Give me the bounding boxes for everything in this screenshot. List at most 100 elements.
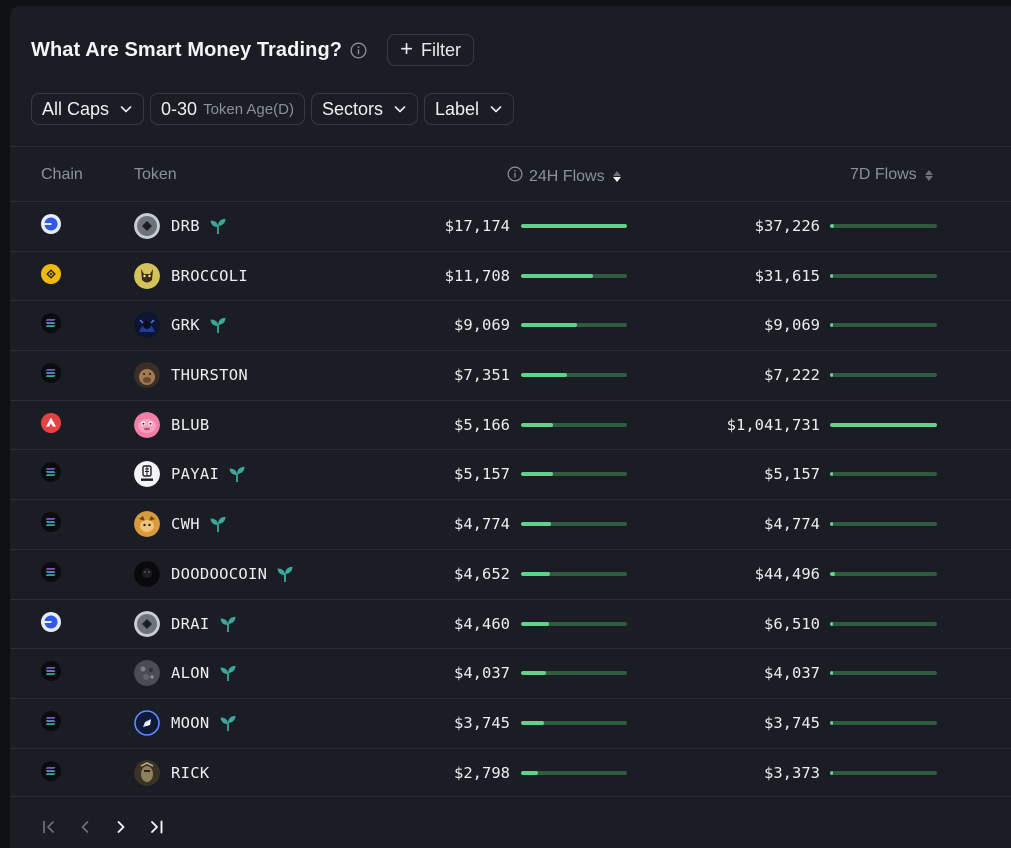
token-cell[interactable]: DRAI xyxy=(134,610,237,637)
token-age-label: Token Age(D) xyxy=(203,100,294,118)
sectors-dropdown[interactable]: Sectors xyxy=(310,93,418,125)
flow-24h-bar xyxy=(521,373,627,378)
filter-button[interactable]: + Filter xyxy=(387,34,474,66)
flow-24h-bar xyxy=(521,571,627,576)
flow-7d-value: $3,745 xyxy=(764,713,820,732)
smart-money-panel: What Are Smart Money Trading? + Filter A… xyxy=(10,6,1011,848)
next-page-icon[interactable] xyxy=(110,816,132,838)
last-page-icon[interactable] xyxy=(146,816,168,838)
flow-24h-value: $2,798 xyxy=(454,763,510,782)
flow-7d-value: $1,041,731 xyxy=(726,415,820,434)
base-chain-icon xyxy=(41,611,61,632)
solana-chain-icon xyxy=(41,462,61,483)
flow-24h-bar xyxy=(521,621,627,626)
column-header-7d-flows[interactable]: 7D Flows xyxy=(850,166,933,184)
solana-chain-icon xyxy=(41,661,61,682)
table-row[interactable]: DRB $17,174 $37,226 xyxy=(10,201,1011,251)
prev-page-icon[interactable] xyxy=(74,816,96,838)
flow-7d-value: $3,373 xyxy=(764,763,820,782)
table-row[interactable]: CWH $4,774 $4,774 xyxy=(10,499,1011,549)
flow-7d-bar xyxy=(830,373,937,378)
column-header-token: Token xyxy=(134,166,177,183)
filter-button-label: Filter xyxy=(420,39,461,60)
token-symbol: THURSTON xyxy=(171,366,249,385)
sprout-icon xyxy=(209,516,227,533)
table-body: DRB $17,174 $37,226 BROCCOLI $11,708 $31… xyxy=(10,201,1011,798)
token-cell[interactable]: BROCCOLI xyxy=(134,262,249,289)
flow-7d-value: $5,157 xyxy=(764,465,820,484)
table-row[interactable]: PAYAI $5,157 $5,157 xyxy=(10,449,1011,499)
token-cell[interactable]: THURSTON xyxy=(134,362,249,389)
token-symbol: RICK xyxy=(171,763,210,782)
token-symbol: CWH xyxy=(171,515,200,534)
token-avatar-icon xyxy=(134,461,160,488)
column-header-24h-flows[interactable]: 24H Flows xyxy=(507,166,621,187)
flow-7d-value: $37,226 xyxy=(754,217,820,235)
token-cell[interactable]: PAYAI xyxy=(134,461,246,488)
flow-24h-bar xyxy=(521,323,627,328)
table-header: Chain Token 24H Flows 7D Flows xyxy=(10,147,1011,202)
flow-7d-bar xyxy=(830,571,937,576)
flow-7d-bar xyxy=(830,720,937,725)
sprout-icon xyxy=(219,715,237,731)
avalanche-chain-icon xyxy=(41,412,61,433)
plus-icon: + xyxy=(400,36,413,61)
table-row[interactable]: DOODOOCOIN $4,652 $44,496 xyxy=(10,548,1011,599)
token-cell[interactable]: DRB xyxy=(134,213,227,239)
flow-7d-bar xyxy=(830,224,937,228)
flow-24h-value: $17,174 xyxy=(444,217,510,235)
table-row[interactable]: GRK $9,069 $9,069 xyxy=(10,300,1011,350)
token-cell[interactable]: BLUB xyxy=(134,411,210,438)
table-row[interactable]: DRAI $4,460 $6,510 xyxy=(10,598,1011,649)
token-cell[interactable]: CWH xyxy=(134,511,227,538)
token-symbol: MOON xyxy=(171,713,210,732)
label-dropdown[interactable]: Label xyxy=(423,93,515,125)
flow-24h-bar xyxy=(521,522,627,527)
token-cell[interactable]: ALON xyxy=(134,660,237,687)
token-symbol: ALON xyxy=(171,664,210,683)
info-icon xyxy=(507,166,523,187)
info-icon[interactable] xyxy=(350,42,367,59)
sectors-dropdown-label: Sectors xyxy=(321,98,383,119)
flow-7d-value: $6,510 xyxy=(764,614,820,633)
solana-chain-icon xyxy=(41,313,61,334)
token-avatar-icon xyxy=(134,213,160,239)
token-cell[interactable]: GRK xyxy=(134,312,227,339)
flow-24h-value: $9,069 xyxy=(454,316,510,335)
token-age-value: 0-30 xyxy=(161,98,198,119)
solana-chain-icon xyxy=(41,512,61,533)
token-symbol: DRB xyxy=(171,217,200,235)
flow-24h-bar xyxy=(521,273,627,278)
flow-24h-bar xyxy=(521,720,627,725)
first-page-icon[interactable] xyxy=(38,816,60,838)
caps-dropdown-label: All Caps xyxy=(42,98,110,119)
token-avatar-icon xyxy=(134,262,160,289)
table-row[interactable]: THURSTON $7,351 $7,222 xyxy=(10,350,1011,400)
table-row[interactable]: MOON $3,745 $3,745 xyxy=(10,697,1011,748)
solana-chain-icon xyxy=(41,760,61,781)
flow-24h-value: $3,745 xyxy=(454,713,510,732)
token-avatar-icon xyxy=(134,610,160,637)
token-cell[interactable]: RICK xyxy=(134,759,210,786)
base-chain-icon xyxy=(41,214,61,234)
flow-24h-value: $4,460 xyxy=(454,614,510,633)
solana-chain-icon xyxy=(41,710,61,731)
sprout-icon xyxy=(209,317,227,334)
table-row[interactable]: BLUB $5,166 $1,041,731 xyxy=(10,399,1011,450)
caps-dropdown[interactable]: All Caps xyxy=(31,93,145,125)
table-row[interactable]: RICK $2,798 $3,373 xyxy=(10,747,1011,798)
flow-7d-value: $44,496 xyxy=(754,564,820,583)
flow-24h-bar xyxy=(521,770,627,775)
chevron-down-icon xyxy=(119,102,133,116)
token-cell[interactable]: MOON xyxy=(134,710,237,736)
flow-7d-bar xyxy=(830,323,937,328)
table-row[interactable]: BROCCOLI $11,708 $31,615 xyxy=(10,250,1011,301)
token-age-filter[interactable]: 0-30 Token Age(D) xyxy=(150,93,305,125)
flow-24h-bar xyxy=(521,224,627,228)
token-avatar-icon xyxy=(134,362,160,389)
flow-24h-bar xyxy=(521,671,627,676)
flow-7d-bar xyxy=(830,422,937,427)
table-row[interactable]: ALON $4,037 $4,037 xyxy=(10,648,1011,698)
token-cell[interactable]: DOODOOCOIN xyxy=(134,560,294,587)
token-symbol: BROCCOLI xyxy=(171,266,249,285)
